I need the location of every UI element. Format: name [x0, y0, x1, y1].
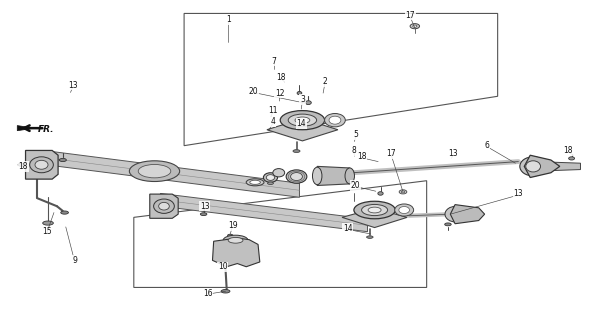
Ellipse shape: [129, 161, 180, 181]
Text: 1: 1: [226, 15, 231, 24]
Ellipse shape: [267, 182, 273, 185]
Ellipse shape: [221, 290, 230, 293]
Text: 8: 8: [352, 146, 356, 155]
Text: 10: 10: [218, 262, 227, 271]
Text: 5: 5: [353, 130, 358, 139]
Text: 20: 20: [248, 87, 258, 96]
Ellipse shape: [295, 117, 310, 123]
Text: 13: 13: [200, 202, 209, 211]
Polygon shape: [17, 125, 35, 131]
Text: 14: 14: [296, 119, 306, 128]
Ellipse shape: [368, 207, 381, 213]
Text: 13: 13: [514, 189, 523, 198]
Ellipse shape: [399, 206, 410, 213]
Ellipse shape: [266, 175, 275, 180]
Text: 13: 13: [68, 81, 78, 90]
Ellipse shape: [401, 191, 405, 193]
Polygon shape: [51, 151, 299, 197]
Ellipse shape: [60, 211, 68, 214]
Ellipse shape: [291, 172, 302, 180]
Text: 17: 17: [387, 149, 396, 158]
Text: 12: 12: [275, 89, 285, 98]
Ellipse shape: [569, 157, 575, 160]
Ellipse shape: [378, 192, 383, 195]
Ellipse shape: [286, 170, 307, 183]
Ellipse shape: [159, 202, 170, 210]
Ellipse shape: [324, 114, 345, 127]
Ellipse shape: [445, 223, 451, 226]
Polygon shape: [161, 194, 368, 232]
Ellipse shape: [526, 161, 541, 172]
Ellipse shape: [200, 213, 207, 216]
Text: 9: 9: [72, 256, 77, 265]
Text: 15: 15: [42, 227, 52, 236]
Text: 17: 17: [405, 11, 415, 20]
Ellipse shape: [520, 157, 547, 176]
Ellipse shape: [228, 234, 233, 237]
Text: 6: 6: [484, 141, 489, 150]
Ellipse shape: [250, 180, 260, 184]
Text: 14: 14: [343, 224, 353, 233]
Ellipse shape: [305, 101, 311, 105]
Ellipse shape: [413, 25, 417, 27]
Ellipse shape: [362, 204, 388, 216]
Text: 4: 4: [270, 117, 275, 126]
Text: 13: 13: [448, 149, 457, 158]
Polygon shape: [342, 208, 407, 228]
Polygon shape: [554, 162, 581, 171]
Text: 16: 16: [203, 289, 212, 298]
Polygon shape: [25, 150, 58, 179]
Text: 20: 20: [351, 181, 361, 190]
Ellipse shape: [399, 190, 407, 194]
Ellipse shape: [345, 168, 355, 184]
Ellipse shape: [329, 116, 341, 124]
Ellipse shape: [288, 114, 317, 126]
Polygon shape: [524, 155, 560, 178]
Text: 3: 3: [300, 95, 305, 104]
Ellipse shape: [35, 160, 48, 169]
Text: 18: 18: [563, 146, 572, 155]
Polygon shape: [150, 194, 178, 218]
Ellipse shape: [293, 150, 300, 153]
Ellipse shape: [43, 221, 53, 225]
Text: 19: 19: [228, 221, 237, 230]
Ellipse shape: [18, 163, 24, 166]
Ellipse shape: [154, 199, 174, 213]
Text: 18: 18: [357, 152, 366, 161]
Text: 2: 2: [323, 77, 327, 86]
Polygon shape: [212, 238, 260, 267]
Polygon shape: [450, 204, 484, 224]
Polygon shape: [317, 166, 350, 186]
Ellipse shape: [280, 111, 324, 130]
Ellipse shape: [354, 201, 396, 219]
Ellipse shape: [59, 158, 66, 162]
Ellipse shape: [395, 204, 414, 216]
Text: FR.: FR.: [38, 124, 55, 133]
Text: 18: 18: [18, 162, 28, 171]
Ellipse shape: [30, 157, 53, 173]
Text: 7: 7: [272, 57, 276, 66]
Ellipse shape: [445, 206, 467, 222]
Polygon shape: [267, 119, 338, 141]
Ellipse shape: [366, 236, 373, 238]
Text: 18: 18: [276, 73, 285, 82]
Ellipse shape: [138, 164, 171, 178]
Ellipse shape: [273, 169, 285, 177]
Ellipse shape: [228, 237, 243, 243]
Text: 11: 11: [268, 106, 278, 115]
Ellipse shape: [297, 92, 302, 95]
Ellipse shape: [313, 167, 322, 185]
Ellipse shape: [410, 24, 420, 29]
Ellipse shape: [223, 235, 248, 245]
Ellipse shape: [263, 173, 278, 182]
Ellipse shape: [246, 179, 264, 186]
